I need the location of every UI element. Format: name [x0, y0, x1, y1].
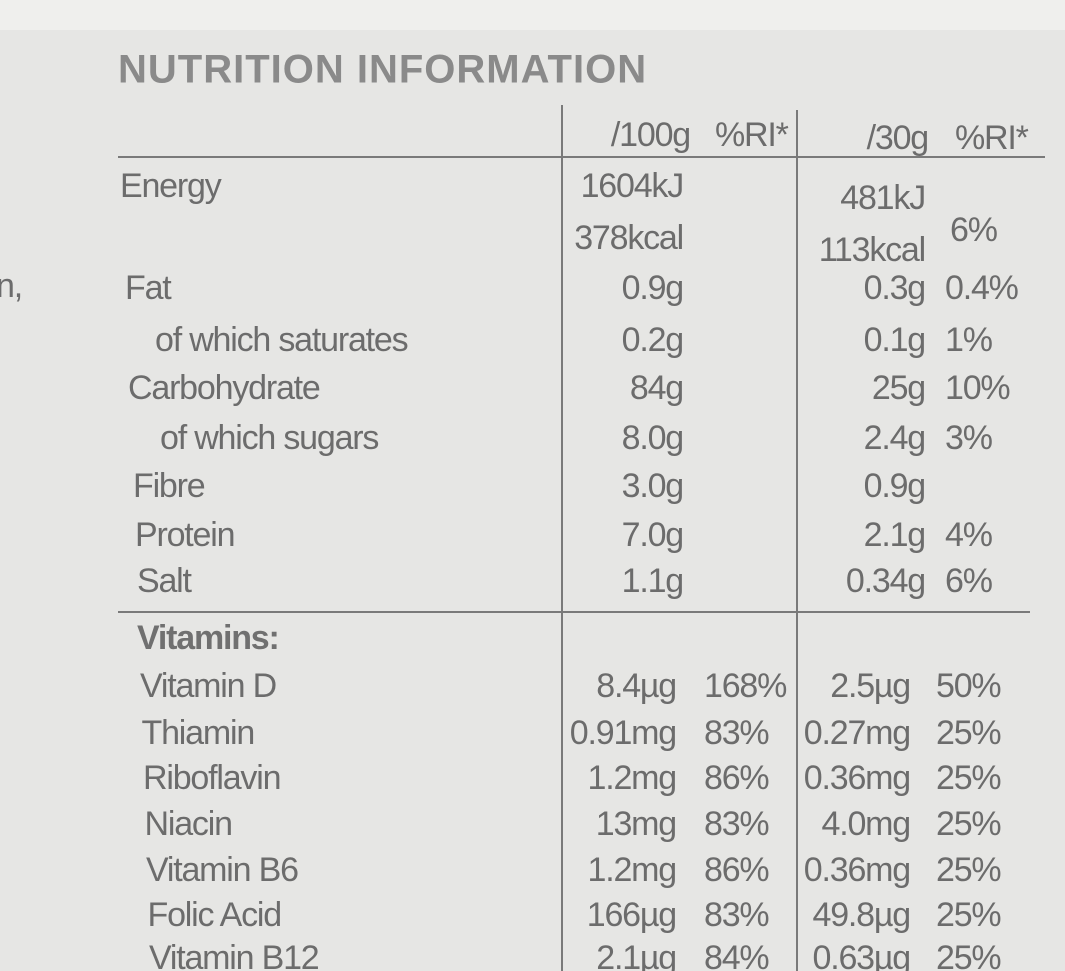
- per-30g: 0.3g: [864, 269, 925, 307]
- column-header: /30g: [867, 119, 928, 157]
- ri-100g: 86%: [704, 851, 769, 889]
- per-30g: 2.1g: [864, 516, 925, 554]
- per-30g: 0.27mg: [804, 714, 910, 752]
- ri-30g: 1%: [945, 321, 993, 359]
- column-header: %RI*: [955, 119, 1029, 157]
- per-100g: 378kcal: [574, 219, 683, 257]
- ri-100g: 84%: [704, 939, 769, 971]
- per-30g: 0.36mg: [804, 851, 910, 889]
- nutrient-label: Fibre: [133, 467, 205, 505]
- ri-30g: 3%: [945, 419, 993, 457]
- per-100g: 1604kJ: [581, 167, 683, 205]
- nutrient-label: Carbohydrate: [128, 369, 320, 407]
- per-30g: 2.4g: [864, 419, 925, 457]
- title: NUTRITION INFORMATION: [118, 48, 647, 92]
- nutrient-label: Salt: [137, 562, 193, 600]
- ri-100g: 83%: [704, 805, 769, 843]
- nutrient-label: Protein: [135, 516, 234, 554]
- vitamin-label: Vitamin B6: [146, 851, 298, 889]
- per-100g: 0.9g: [622, 269, 683, 307]
- per-100g: 3.0g: [622, 467, 683, 505]
- ri-30g: 25%: [936, 805, 1001, 843]
- ri-30g: 0.4%: [945, 269, 1019, 307]
- ri-100g: 83%: [704, 714, 769, 752]
- per-30g: 481kJ: [840, 179, 925, 217]
- per-100g: 1.1g: [622, 562, 683, 600]
- per-100g: 2.1µg: [596, 939, 676, 971]
- ri-30g: 25%: [936, 896, 1001, 934]
- per-30g: 2.5µg: [830, 667, 910, 705]
- per-100g: 1.2mg: [588, 851, 677, 889]
- top-edge: [0, 0, 1065, 30]
- ri-30g: 4%: [945, 516, 993, 554]
- vitamin-label: Thiamin: [142, 714, 255, 752]
- vitamin-label: Folic Acid: [148, 896, 282, 934]
- ri-30g: 50%: [936, 667, 1001, 705]
- per-100g: 166µg: [587, 896, 676, 934]
- vitamin-label: Riboflavin: [143, 759, 280, 797]
- vitamin-label: Vitamin D: [140, 667, 276, 705]
- per-100g: 0.2g: [622, 321, 683, 359]
- per-30g: 49.8µg: [813, 896, 910, 934]
- vitamin-label: Niacin: [145, 805, 232, 843]
- per-100g: 8.0g: [622, 419, 683, 457]
- per-30g: 0.9g: [864, 467, 925, 505]
- per-30g: 0.1g: [864, 321, 925, 359]
- ri-30g: 10%: [945, 369, 1010, 407]
- per-100g: 0.91mg: [570, 714, 676, 752]
- section-heading: Vitamins:: [137, 619, 279, 657]
- column-header: %RI*: [715, 116, 789, 154]
- per-30g: 25g: [872, 369, 925, 407]
- ri-30g: 25%: [936, 714, 1001, 752]
- per-30g: 0.63µg: [813, 939, 910, 971]
- per-100g: 1.2mg: [588, 759, 677, 797]
- per-30g: 0.36mg: [804, 759, 910, 797]
- edge-fragment: n,: [0, 267, 22, 305]
- nutrient-label: Fat: [125, 269, 172, 307]
- ri-30g: 6%: [945, 562, 993, 600]
- ri-100g: 83%: [704, 896, 769, 934]
- per-30g: 113kcal: [819, 231, 925, 269]
- per-30g: 0.34g: [846, 562, 925, 600]
- vitamin-label: Vitamin B12: [149, 939, 319, 971]
- per-100g: 7.0g: [622, 516, 683, 554]
- per-30g: 4.0mg: [822, 805, 911, 843]
- column-header: /100g: [611, 116, 690, 154]
- ri-30g: 25%: [936, 851, 1001, 889]
- nutrient-label: of which sugars: [160, 419, 378, 457]
- ri-100g: 168%: [704, 667, 787, 705]
- ri-100g: 86%: [704, 759, 769, 797]
- ri-30g: 6%: [950, 211, 998, 249]
- ri-30g: 25%: [936, 939, 1001, 971]
- per-100g: 13mg: [596, 805, 676, 843]
- ri-30g: 25%: [936, 759, 1001, 797]
- per-100g: 84g: [630, 369, 683, 407]
- nutrient-label: of which saturates: [155, 321, 408, 359]
- per-100g: 8.4µg: [596, 667, 676, 705]
- nutrient-label: Energy: [120, 167, 222, 205]
